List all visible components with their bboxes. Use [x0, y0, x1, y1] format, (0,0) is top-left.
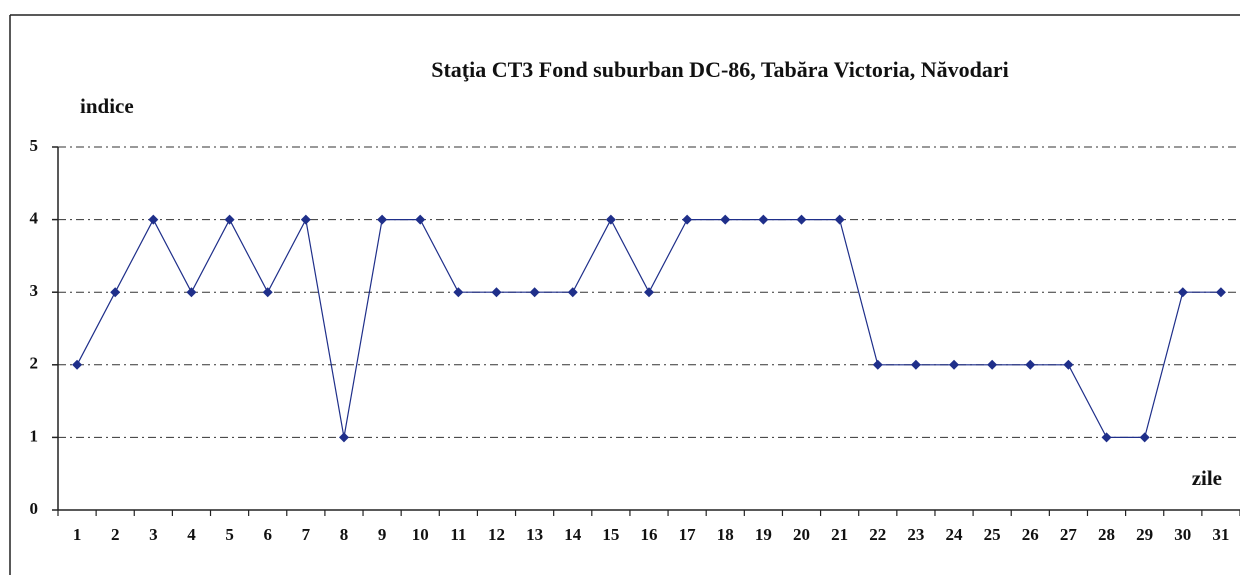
x-tick-label: 10: [412, 525, 429, 544]
x-tick-label: 11: [450, 525, 466, 544]
data-point: [1101, 432, 1112, 443]
data-point: [415, 214, 426, 225]
data-point: [1139, 432, 1150, 443]
x-tick-label: 2: [111, 525, 120, 544]
chart-title: Staţia CT3 Fond suburban DC-86, Tabăra V…: [431, 57, 1009, 82]
x-tick-label: 28: [1098, 525, 1115, 544]
x-tick-label: 30: [1174, 525, 1191, 544]
x-tick-label: 31: [1212, 525, 1229, 544]
x-tick-label: 23: [907, 525, 924, 544]
series-line: [76, 217, 1221, 438]
x-tick-label: 6: [263, 525, 272, 544]
data-point: [605, 214, 616, 225]
data-point: [453, 287, 464, 298]
data-point: [262, 287, 273, 298]
x-tick-label: 21: [831, 525, 848, 544]
x-tick-label: 1: [73, 525, 82, 544]
y-tick-label: 5: [30, 136, 39, 155]
data-point: [1215, 287, 1226, 298]
data-point: [872, 359, 883, 370]
data-point: [529, 287, 540, 298]
x-tick-label: 12: [488, 525, 505, 544]
data-point: [949, 359, 960, 370]
x-tick-label: 18: [717, 525, 734, 544]
data-point: [491, 287, 502, 298]
x-tick-label: 22: [869, 525, 886, 544]
data-point: [1177, 287, 1188, 298]
x-tick-label: 29: [1136, 525, 1153, 544]
x-tick-label: 14: [564, 525, 582, 544]
data-point: [682, 214, 693, 225]
data-point: [300, 214, 311, 225]
y-tick-label: 1: [30, 426, 39, 445]
data-point: [148, 214, 159, 225]
y-tick-label: 3: [30, 281, 39, 300]
data-point: [987, 359, 998, 370]
data-point: [644, 287, 654, 298]
x-tick-label: 20: [793, 525, 810, 544]
x-tick-label: 9: [378, 525, 387, 544]
x-tick-label: 3: [149, 525, 158, 544]
data-point: [338, 432, 349, 443]
x-tick-label: 4: [187, 525, 196, 544]
y-tick-label: 2: [30, 354, 39, 373]
x-tick-label: 13: [526, 525, 543, 544]
data-point: [834, 214, 845, 225]
data-point: [72, 359, 83, 370]
data-point: [110, 287, 121, 298]
data-point: [910, 359, 921, 370]
data-point: [1063, 359, 1074, 370]
x-tick-label: 26: [1022, 525, 1039, 544]
x-tick-label: 27: [1060, 525, 1078, 544]
x-tick-label: 5: [225, 525, 234, 544]
data-point: [1025, 359, 1036, 370]
data-point: [377, 214, 388, 225]
y-axis-label: indice: [80, 94, 134, 118]
data-point: [720, 214, 731, 225]
x-tick-label: 17: [679, 525, 697, 544]
data-point: [186, 287, 197, 298]
x-tick-label: 15: [602, 525, 619, 544]
data-point: [758, 214, 769, 225]
x-tick-label: 16: [641, 525, 658, 544]
x-tick-label: 7: [302, 525, 311, 544]
x-axis-label: zile: [1192, 466, 1222, 490]
x-tick-label: 24: [946, 525, 964, 544]
data-point: [224, 214, 235, 225]
x-tick-label: 25: [984, 525, 1001, 544]
x-tick-label: 19: [755, 525, 772, 544]
x-tick-label: 8: [340, 525, 349, 544]
data-point: [796, 214, 807, 225]
y-tick-label: 4: [30, 209, 39, 228]
data-point: [567, 287, 578, 298]
y-tick-label: 0: [30, 499, 39, 518]
